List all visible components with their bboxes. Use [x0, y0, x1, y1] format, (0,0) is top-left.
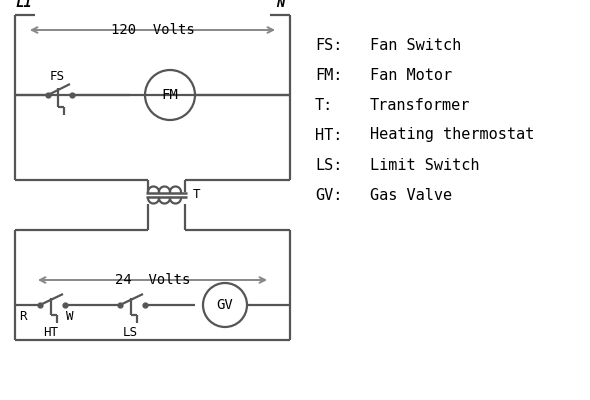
Text: L1: L1 — [15, 0, 32, 10]
Text: HT:: HT: — [315, 128, 342, 142]
Text: Fan Motor: Fan Motor — [370, 68, 452, 82]
Text: FM: FM — [162, 88, 178, 102]
Text: LS:: LS: — [315, 158, 342, 172]
Text: GV: GV — [217, 298, 234, 312]
Text: Transformer: Transformer — [370, 98, 470, 112]
Text: 24  Volts: 24 Volts — [115, 273, 190, 287]
Text: N: N — [277, 0, 285, 10]
Text: R: R — [19, 310, 27, 324]
Text: LS: LS — [123, 326, 138, 340]
Text: FS:: FS: — [315, 38, 342, 52]
Text: W: W — [66, 310, 74, 324]
Text: 120  Volts: 120 Volts — [111, 23, 194, 37]
Text: HT: HT — [43, 326, 58, 340]
Text: FS: FS — [50, 70, 65, 84]
Text: Fan Switch: Fan Switch — [370, 38, 461, 52]
Text: T: T — [193, 188, 201, 202]
Text: T:: T: — [315, 98, 333, 112]
Text: Gas Valve: Gas Valve — [370, 188, 452, 202]
Text: Limit Switch: Limit Switch — [370, 158, 480, 172]
Text: Heating thermostat: Heating thermostat — [370, 128, 535, 142]
Text: FM:: FM: — [315, 68, 342, 82]
Text: GV:: GV: — [315, 188, 342, 202]
